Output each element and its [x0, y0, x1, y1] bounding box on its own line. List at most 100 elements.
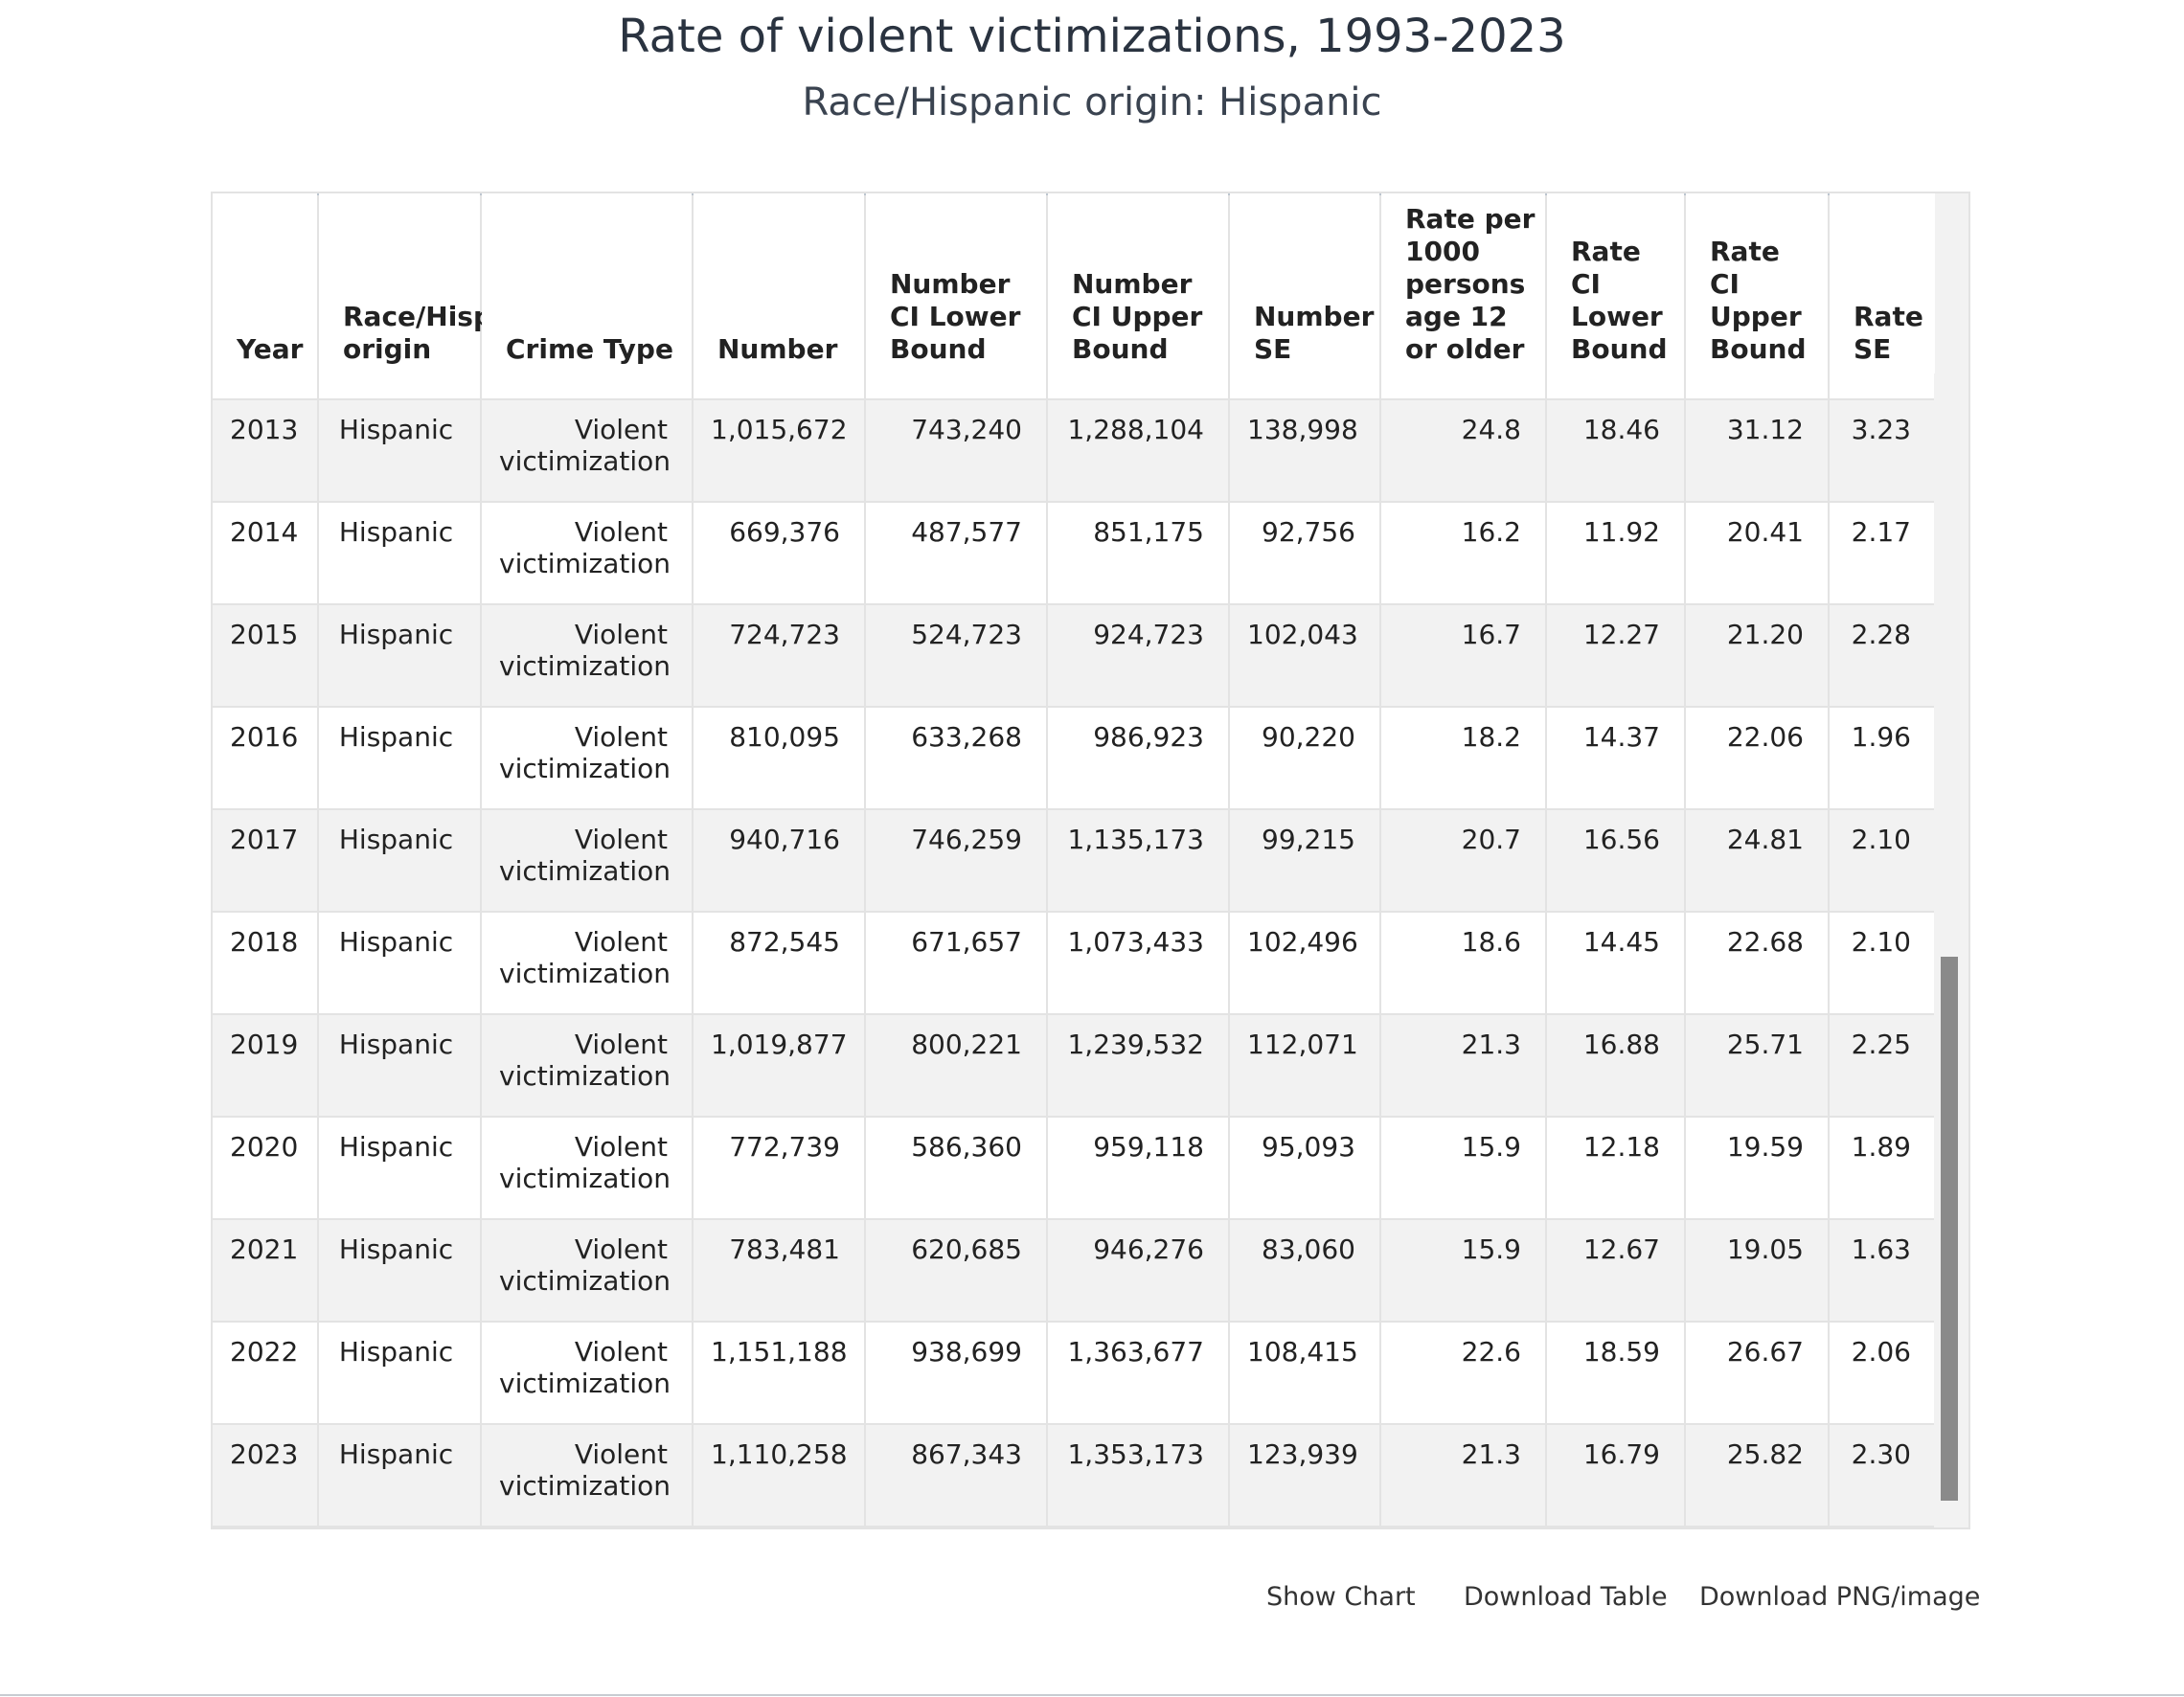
table-cell: Violent victimization: [481, 809, 694, 913]
column-header[interactable]: Rate CI Lower Bound: [1546, 193, 1686, 378]
table-cell: 21.3: [1380, 1424, 1547, 1527]
table-cell: Violent victimization: [481, 502, 694, 605]
table-cell: 3.23: [1829, 399, 1936, 503]
table-cell: Hispanic: [318, 399, 482, 503]
table-cell: 22.06: [1685, 707, 1830, 810]
table-cell: Hispanic: [318, 1014, 482, 1118]
table-row: 2020 Hispanic Violent victimization 772,739…: [213, 1117, 1936, 1220]
table-cell: Violent victimization: [481, 1424, 694, 1527]
table-cell: 108,415: [1229, 1322, 1381, 1425]
table-cell: 12.67: [1546, 1219, 1686, 1323]
table-cell: 867,343: [865, 1424, 1048, 1527]
table-cell: 1,015,672: [693, 399, 866, 503]
table-body: 2011HispanicViolent victimization895,434…: [213, 193, 1936, 1527]
scrollbar-thumb[interactable]: [1941, 957, 1958, 1501]
table-cell: Violent victimization: [481, 399, 694, 503]
table-row: 2019 Hispanic Violent victimization 1,019,8…: [213, 1014, 1936, 1118]
table-cell: 1,288,104: [1047, 399, 1230, 503]
column-header[interactable]: Crime Type: [481, 193, 694, 378]
subtitle: Race/Hispanic origin: Hispanic: [802, 80, 1382, 124]
table-row: 2022 Hispanic Violent victimization 1,151,1…: [213, 1322, 1936, 1425]
table-cell: 586,360: [865, 1117, 1048, 1220]
table-cell: 99,215: [1229, 809, 1381, 913]
table-cell: 12.18: [1546, 1117, 1686, 1220]
table-cell: 11.92: [1546, 502, 1686, 605]
table-cell: 2022: [213, 1322, 319, 1425]
divider: [0, 1694, 2184, 1696]
table-cell: Hispanic: [318, 1424, 482, 1527]
column-header[interactable]: Number CI Lower Bound: [865, 193, 1048, 378]
table-cell: Hispanic: [318, 707, 482, 810]
table-cell: 746,259: [865, 809, 1048, 913]
table-cell: 31.12: [1685, 399, 1830, 503]
table-cell: 102,043: [1229, 604, 1381, 708]
table-cell: Violent victimization: [481, 1219, 694, 1323]
column-header[interactable]: Rate per 1000 persons age 12 or older: [1380, 193, 1547, 378]
table-cell: Violent victimization: [481, 1117, 694, 1220]
table-cell: Violent victimization: [481, 1014, 694, 1118]
table-scroll: Year Race/Hispanic origin Crime Type Number…: [213, 193, 1936, 1527]
table-row: 2021 Hispanic Violent victimization 783,481…: [213, 1219, 1936, 1323]
table-cell: 2021: [213, 1219, 319, 1323]
table-cell: Violent victimization: [481, 604, 694, 708]
table-cell: 21.20: [1685, 604, 1830, 708]
table-cell: 2.10: [1829, 912, 1936, 1015]
table-cell: 1.96: [1829, 707, 1936, 810]
table-cell: 2014: [213, 502, 319, 605]
table-cell: 1,073,433: [1047, 912, 1230, 1015]
table-cell: 1,363,677: [1047, 1322, 1230, 1425]
table-cell: 671,657: [865, 912, 1048, 1015]
table-cell: 95,093: [1229, 1117, 1381, 1220]
title: Rate of violent victimizations, 1993-202…: [618, 10, 1566, 63]
table-cell: 851,175: [1047, 502, 1230, 605]
table-cell: 83,060: [1229, 1219, 1381, 1323]
column-header[interactable]: Year: [213, 193, 319, 378]
table-cell: Violent victimization: [481, 912, 694, 1015]
table-row: 2014 Hispanic Violent victimization 669,376…: [213, 502, 1936, 605]
table-cell: 12.27: [1546, 604, 1686, 708]
button[interactable]: Show Chart: [1266, 1582, 1416, 1612]
table-cell: Hispanic: [318, 809, 482, 913]
column-header[interactable]: Rate SE: [1829, 193, 1936, 378]
table-cell: 16.2: [1380, 502, 1547, 605]
column-header[interactable]: Number CI Upper Bound: [1047, 193, 1230, 378]
table-cell: 2019: [213, 1014, 319, 1118]
table-cell: 772,739: [693, 1117, 866, 1220]
scrollbar[interactable]: [1934, 193, 1967, 1527]
table-cell: 2.25: [1829, 1014, 1936, 1118]
button[interactable]: Download Table: [1464, 1582, 1668, 1612]
table-container: Year Race/Hispanic origin Crime Type Number…: [211, 192, 1970, 1529]
column-header[interactable]: Number SE: [1229, 193, 1381, 378]
table-cell: 986,923: [1047, 707, 1230, 810]
table-cell: 810,095: [693, 707, 866, 810]
table-cell: Hispanic: [318, 502, 482, 605]
table-cell: 123,939: [1229, 1424, 1381, 1527]
table-row: 2013 Hispanic Violent victimization 1,015,6…: [213, 399, 1936, 503]
column-header[interactable]: Number: [693, 193, 866, 378]
table-cell: 783,481: [693, 1219, 866, 1323]
table-cell: 938,699: [865, 1322, 1048, 1425]
table-cell: 26.67: [1685, 1322, 1830, 1425]
button[interactable]: Download PNG/image: [1699, 1582, 1981, 1612]
column-header[interactable]: Race/Hispanic origin: [318, 193, 555, 378]
table-cell: Violent victimization: [481, 707, 694, 810]
table-cell: 2015: [213, 604, 319, 708]
table-cell: 724,723: [693, 604, 866, 708]
table-cell: 940,716: [693, 809, 866, 913]
table-cell: 1,353,173: [1047, 1424, 1230, 1527]
table-cell: 18.6: [1380, 912, 1547, 1015]
table-cell: 138,998: [1229, 399, 1381, 503]
table-cell: 15.9: [1380, 1117, 1547, 1220]
table-cell: 18.46: [1546, 399, 1686, 503]
table-cell: 14.45: [1546, 912, 1686, 1015]
table-cell: 800,221: [865, 1014, 1048, 1118]
table-cell: 102,496: [1229, 912, 1381, 1015]
column-header[interactable]: Rate CI Upper Bound: [1685, 193, 1830, 378]
table-cell: 25.71: [1685, 1014, 1830, 1118]
table-cell: 487,577: [865, 502, 1048, 605]
table-cell: 2013: [213, 399, 319, 503]
table-cell: 24.8: [1380, 399, 1547, 503]
table-cell: 22.6: [1380, 1322, 1547, 1425]
table-cell: 924,723: [1047, 604, 1230, 708]
